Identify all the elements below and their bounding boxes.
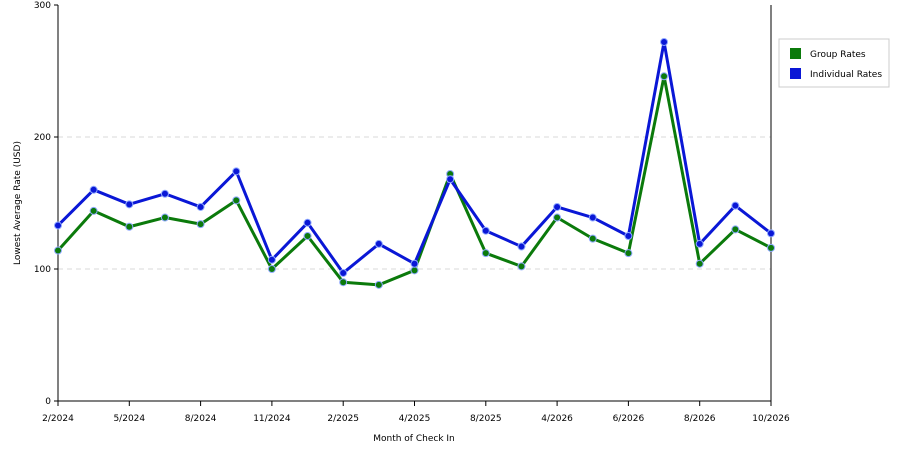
data-point-group-rates [89, 206, 98, 215]
data-point-individual-rates [410, 259, 419, 268]
gridlines [58, 136, 771, 270]
data-point-group-rates [695, 259, 704, 268]
data-point-group-rates [196, 220, 205, 229]
x-tick-label: 8/2026 [684, 414, 716, 424]
data-point-group-rates [588, 234, 597, 243]
axes [57, 5, 772, 402]
data-point-group-rates [731, 225, 740, 234]
series [54, 37, 775, 289]
series-individual-rates [54, 37, 775, 277]
data-point-individual-rates [339, 268, 348, 277]
x-tick-label: 8/2024 [185, 414, 217, 424]
series-group-rates [54, 72, 775, 289]
legend-swatch-individual-rates [790, 68, 801, 79]
series-line-group-rates [56, 74, 772, 287]
x-tick-label: 4/2026 [541, 414, 573, 424]
data-point-group-rates [54, 246, 62, 255]
data-point-group-rates [553, 213, 562, 222]
legend: Group Rates Individual Rates [778, 38, 890, 88]
data-point-individual-rates [196, 202, 205, 211]
data-point-individual-rates [232, 167, 241, 176]
x-tick-label: 5/2024 [113, 414, 145, 424]
data-point-group-rates [232, 196, 241, 205]
data-point-group-rates [160, 213, 169, 222]
y-tick-label: 100 [34, 265, 51, 275]
x-ticks: 2/2024 5/2024 8/2024 11/2024 2/2025 4/2025 8/2… [42, 401, 790, 424]
data-point-group-rates [410, 266, 419, 275]
data-point-individual-rates [553, 202, 562, 211]
data-point-group-rates [125, 222, 134, 231]
data-point-individual-rates [731, 201, 740, 210]
data-point-group-rates [339, 278, 348, 287]
y-tick-label: 300 [34, 1, 51, 11]
data-point-individual-rates [660, 37, 669, 46]
x-tick-label: 2/2024 [42, 414, 74, 424]
legend-swatch-group-rates [790, 48, 801, 59]
x-axis-title: Month of Check In [373, 434, 455, 444]
x-tick-label: 8/2025 [470, 414, 502, 424]
data-point-individual-rates [267, 255, 276, 264]
y-tick-label: 0 [45, 397, 51, 407]
x-tick-label: 4/2025 [399, 414, 431, 424]
legend-label-group-rates: Group Rates [810, 50, 866, 60]
data-point-group-rates [481, 249, 490, 258]
data-point-group-rates [767, 243, 775, 252]
data-point-individual-rates [160, 189, 169, 198]
data-point-individual-rates [446, 175, 455, 184]
data-point-individual-rates [54, 221, 62, 230]
data-point-individual-rates [89, 185, 98, 194]
data-point-individual-rates [125, 200, 134, 209]
data-point-individual-rates [695, 239, 704, 248]
data-point-group-rates [374, 280, 383, 289]
x-tick-label: 2/2025 [327, 414, 359, 424]
y-tick-label: 200 [34, 133, 51, 143]
data-point-group-rates [624, 249, 633, 258]
data-point-individual-rates [374, 239, 383, 248]
data-point-individual-rates [517, 242, 526, 251]
x-tick-label: 11/2024 [253, 414, 291, 424]
data-point-group-rates [517, 262, 526, 271]
data-point-group-rates [303, 232, 312, 240]
y-ticks: 0 100 200 300 [34, 1, 58, 407]
data-point-individual-rates [481, 226, 490, 235]
x-tick-label: 10/2026 [752, 414, 790, 424]
data-point-group-rates [660, 72, 669, 81]
data-point-individual-rates [588, 213, 597, 222]
data-point-individual-rates [767, 229, 775, 238]
x-tick-label: 6/2026 [613, 414, 645, 424]
y-axis-title: Lowest Average Rate (USD) [13, 141, 23, 265]
data-point-group-rates [267, 265, 276, 273]
legend-label-individual-rates: Individual Rates [810, 70, 882, 80]
data-point-individual-rates [624, 232, 633, 240]
data-point-individual-rates [303, 218, 312, 227]
